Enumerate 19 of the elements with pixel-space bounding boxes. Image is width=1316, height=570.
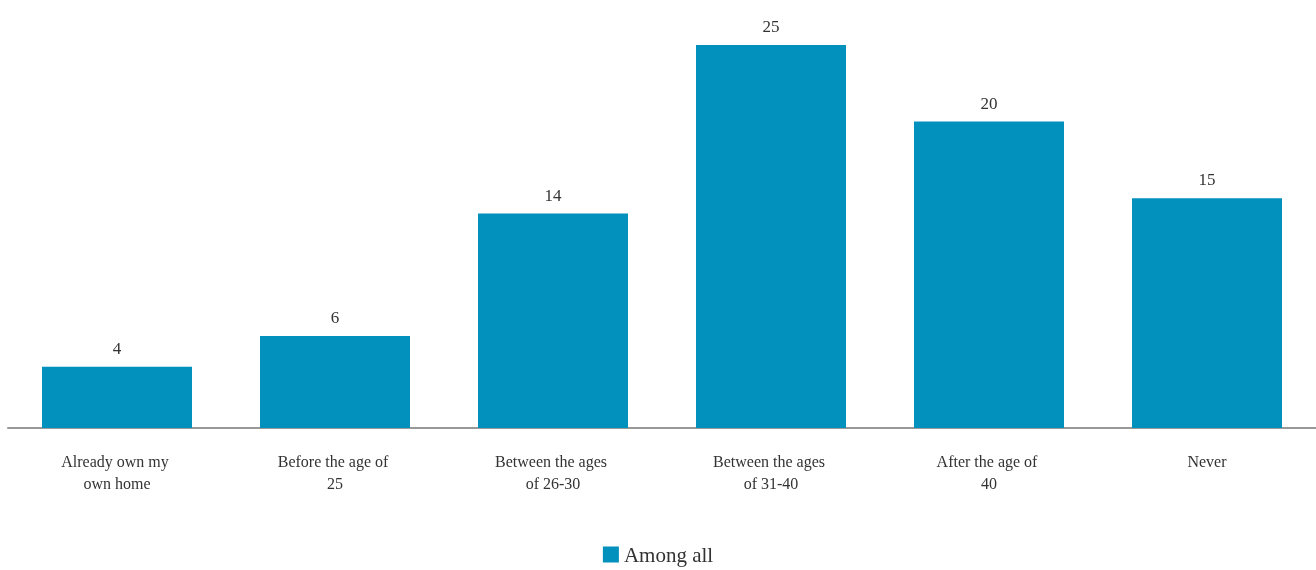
data-label: 20 xyxy=(980,93,998,113)
legend-label: Among all xyxy=(623,542,714,567)
x-tick-label: Between the ages of 31-40 xyxy=(713,452,829,492)
x-tick-label: Already own my own home xyxy=(61,452,173,492)
bar xyxy=(1132,198,1282,428)
data-label: 15 xyxy=(1198,170,1216,190)
bar xyxy=(260,336,410,428)
x-tick-label: Never xyxy=(1187,452,1228,470)
data-label: 4 xyxy=(112,338,122,358)
bar xyxy=(914,121,1064,428)
x-tick-label: Between the ages of 26-30 xyxy=(495,452,611,492)
data-label: 6 xyxy=(330,308,340,328)
bar xyxy=(42,366,192,428)
data-label: 14 xyxy=(544,185,562,205)
bar xyxy=(478,213,628,428)
bar xyxy=(696,45,846,428)
x-tick-label: After the age of 40 xyxy=(936,452,1042,492)
x-tick-label: Before the age of 25 xyxy=(277,452,393,492)
data-label: 25 xyxy=(762,17,780,36)
